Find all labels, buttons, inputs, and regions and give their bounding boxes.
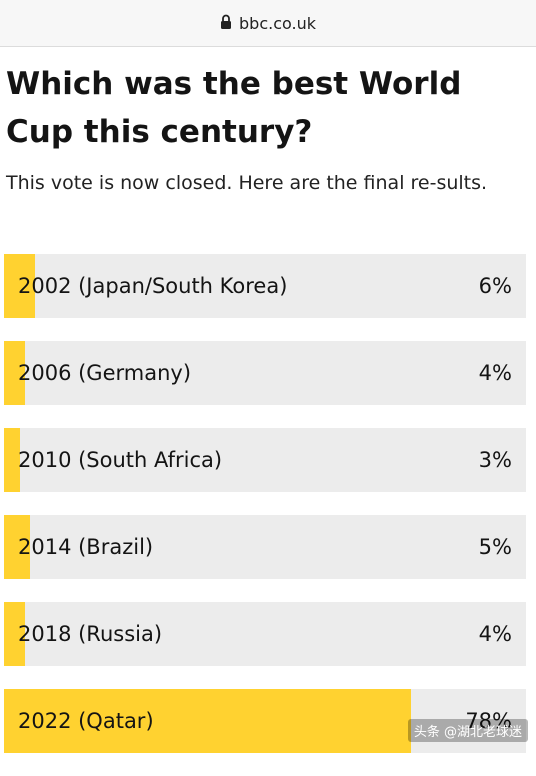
poll-option-percent: 4% bbox=[478, 361, 512, 385]
poll-results-list: 2002 (Japan/South Korea) 6% 2006 (German… bbox=[4, 254, 526, 776]
url-text: bbc.co.uk bbox=[239, 13, 316, 33]
poll-result-bar bbox=[4, 515, 31, 579]
poll-result-bar bbox=[4, 254, 36, 318]
poll-option-percent: 5% bbox=[478, 535, 512, 559]
poll-status-text: This vote is now closed. Here are the fi… bbox=[6, 172, 488, 194]
poll-result-row: 2010 (South Africa) 3% bbox=[4, 428, 526, 492]
poll-option-percent: 4% bbox=[478, 622, 512, 646]
poll-result-bar bbox=[4, 341, 25, 405]
page-title: Which was the best World Cup this centur… bbox=[6, 66, 462, 150]
poll-option-label: 2002 (Japan/South Korea) bbox=[18, 274, 288, 298]
poll-option-label: 2010 (South Africa) bbox=[18, 448, 223, 472]
poll-option-label: 2006 (Germany) bbox=[18, 361, 192, 385]
poll-result-row: 2018 (Russia) 4% bbox=[4, 602, 526, 666]
poll-option-percent: 78% bbox=[465, 709, 512, 733]
poll-result-row: 2022 (Qatar) 78% bbox=[4, 689, 526, 753]
poll-option-label: 2018 (Russia) bbox=[18, 622, 163, 646]
poll-result-row: 2002 (Japan/South Korea) 6% bbox=[4, 254, 526, 318]
lock-icon bbox=[221, 14, 231, 29]
poll-result-bar bbox=[4, 428, 20, 492]
poll-option-label: 2022 (Qatar) bbox=[18, 709, 154, 733]
poll-option-percent: 6% bbox=[478, 274, 512, 298]
poll-result-bar bbox=[4, 689, 412, 753]
poll-result-bar bbox=[4, 602, 25, 666]
poll-option-percent: 3% bbox=[478, 448, 512, 472]
browser-address-bar[interactable]: bbc.co.uk bbox=[0, 0, 536, 47]
poll-result-row: 2014 (Brazil) 5% bbox=[4, 515, 526, 579]
watermark: 头条 @湖北老球迷 bbox=[407, 719, 528, 742]
poll-result-row: 2006 (Germany) 4% bbox=[4, 341, 526, 405]
poll-option-label: 2014 (Brazil) bbox=[18, 535, 154, 559]
